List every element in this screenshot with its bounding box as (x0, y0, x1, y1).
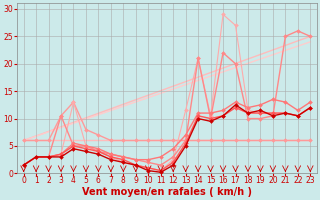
X-axis label: Vent moyen/en rafales ( km/h ): Vent moyen/en rafales ( km/h ) (82, 187, 252, 197)
